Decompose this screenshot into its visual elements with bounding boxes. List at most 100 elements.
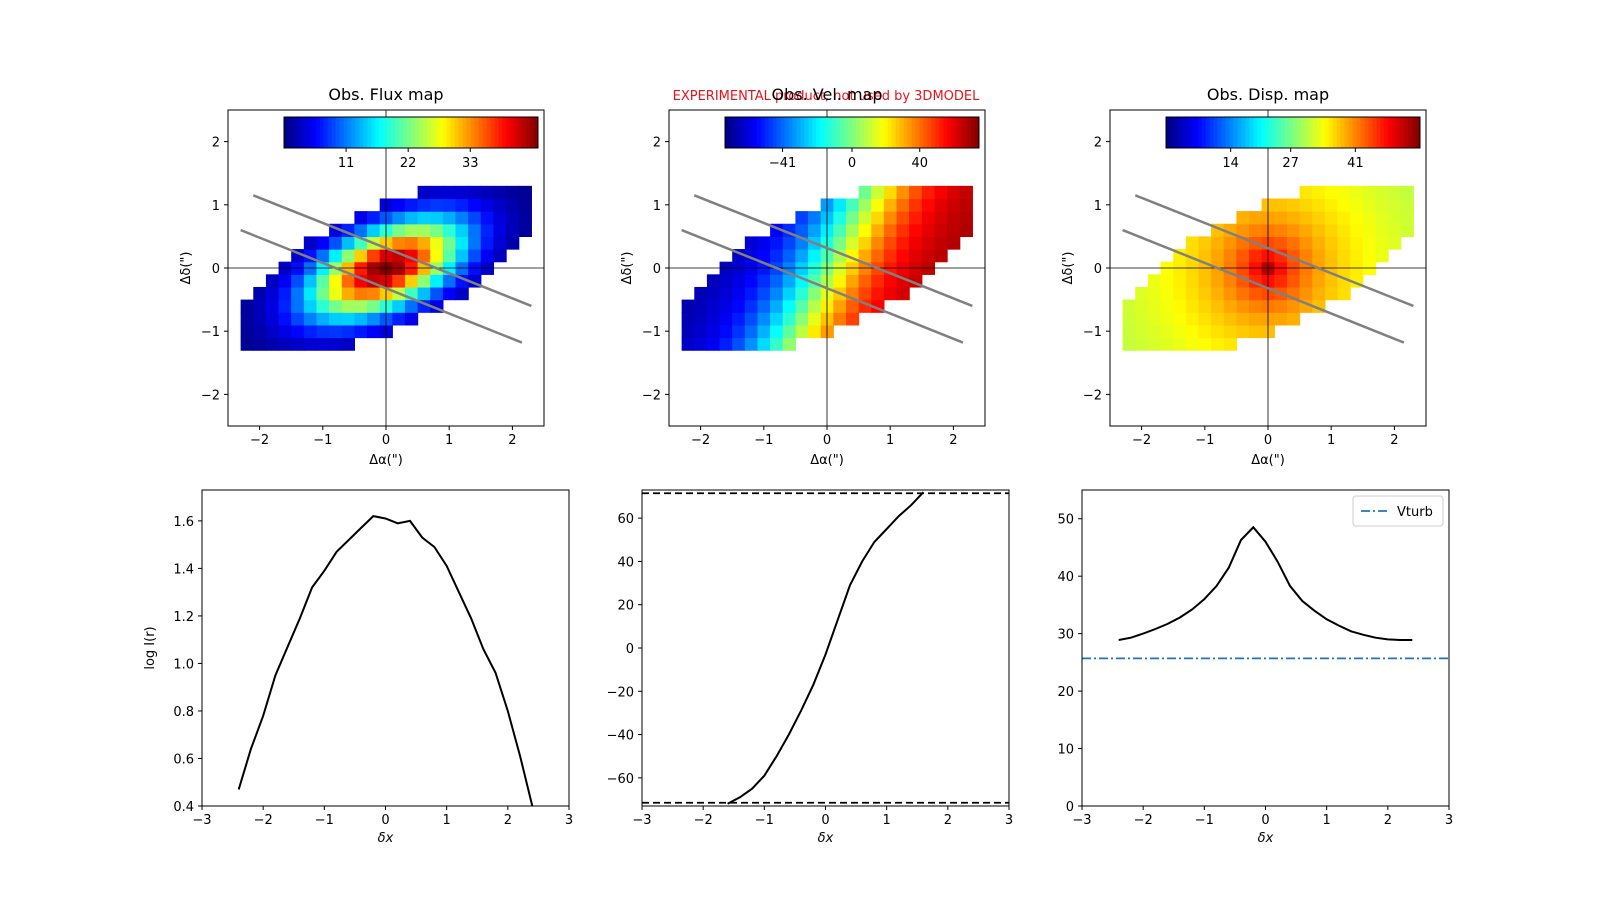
- disp-colorbar-segment: [1400, 117, 1405, 148]
- flux-map-cell: [278, 274, 292, 288]
- disp-map-cell: [1160, 274, 1174, 288]
- vel-colorbar-segment: [836, 117, 841, 148]
- disp-map-cell: [1362, 249, 1377, 263]
- flux-profile-xtick-label: −2: [254, 813, 273, 828]
- vel-colorbar-segment: [792, 117, 797, 148]
- flux-map-cell: [341, 249, 355, 263]
- vel-map-cell: [782, 299, 796, 313]
- vel-map-cell: [732, 274, 746, 288]
- flux-xtick-label: −2: [250, 433, 269, 448]
- disp-colorbar-segment: [1344, 117, 1350, 148]
- flux-map-cell: [518, 211, 532, 225]
- vel-map-cell: [858, 211, 872, 225]
- flux-colorbar-segment: [446, 117, 452, 148]
- flux-xtick-label: 1: [445, 433, 453, 448]
- disp-map-cell: [1160, 337, 1174, 351]
- disp-map-cell: [1236, 299, 1250, 313]
- disp-colorbar-segment: [1364, 117, 1369, 148]
- disp-map-cell: [1160, 286, 1174, 301]
- disp-map-cell: [1236, 223, 1250, 237]
- flux-colorbar-tick-label: 22: [400, 156, 417, 171]
- vel-map-cell: [833, 312, 847, 326]
- flux-map-cell: [253, 286, 267, 301]
- vel-map-cell: [706, 324, 721, 339]
- flux-map-cell: [367, 312, 381, 326]
- vel-colorbar-segment: [824, 117, 829, 148]
- flux-map-cell: [480, 223, 495, 237]
- disp-colorbar-segment: [1237, 117, 1242, 148]
- vel-colorbar-segment: [883, 117, 889, 148]
- vel-colorbar: [725, 117, 980, 148]
- disp-map-cell: [1135, 312, 1149, 326]
- disp-map-cell: [1173, 274, 1187, 288]
- flux-map-cell: [316, 337, 330, 351]
- flux-map-cell: [329, 249, 343, 263]
- flux-ytick-label: 2: [212, 136, 220, 151]
- vel-map-cell: [757, 312, 771, 326]
- vel-map-cell: [833, 299, 847, 313]
- flux-map-cell: [240, 299, 254, 313]
- disp-colorbar-segment: [1249, 117, 1254, 148]
- flux-map-cell: [404, 299, 419, 313]
- vel-map-cell: [719, 274, 733, 288]
- flux-colorbar-segment: [478, 117, 483, 148]
- flux-map-cell: [480, 185, 495, 200]
- vel-map-cell: [858, 286, 872, 301]
- flux-map-cell: [404, 211, 419, 225]
- flux-colorbar-segment: [407, 117, 412, 148]
- disp-colorbar: [1166, 117, 1421, 148]
- vel-map-cell: [947, 211, 961, 225]
- vel-colorbar-segment: [752, 117, 758, 148]
- flux-profile-xtick-label: 1: [443, 813, 451, 828]
- vel-colorbar-segment: [951, 117, 956, 148]
- vel-map-cell: [883, 236, 898, 250]
- vel-colorbar-segment: [725, 117, 730, 148]
- vel-colorbar-segment: [840, 117, 845, 148]
- disp-profile-frame: [1081, 489, 1450, 807]
- disp-xlabel: Δα("): [1251, 453, 1285, 468]
- flux-colorbar-segment: [383, 117, 388, 148]
- flux-map-cell: [291, 274, 305, 288]
- disp-map-cell: [1147, 274, 1162, 288]
- vel-xtick-label: 1: [886, 433, 894, 448]
- vel-map-cell: [909, 185, 923, 200]
- disp-colorbar-segment: [1412, 117, 1417, 148]
- vel-map-cell: [719, 324, 733, 339]
- flux-colorbar-frame: [283, 116, 539, 149]
- vel-map-cell: [770, 236, 784, 250]
- flux-map-cell: [468, 198, 482, 212]
- vel-colorbar-tick-label: 0: [848, 156, 856, 171]
- vel-map-cell: [845, 299, 860, 313]
- vel-map-cell: [719, 337, 733, 351]
- flux-map-cell: [430, 249, 444, 263]
- vel-map-cell: [732, 312, 746, 326]
- vel-map-cell: [795, 299, 809, 313]
- vel-map-cell: [921, 185, 936, 200]
- disp-map-cell: [1400, 223, 1414, 237]
- flux-map-cell: [430, 286, 444, 301]
- vel-map-cell: [795, 286, 809, 301]
- flux-profile-xlabel: δx: [378, 831, 394, 846]
- flux-map-cell: [253, 324, 267, 339]
- flux-map-cell: [291, 299, 305, 313]
- disp-map-cell: [1324, 185, 1339, 200]
- flux-map-cell: [291, 337, 305, 351]
- vel-map-cell: [795, 211, 809, 225]
- vel-profile-ytick-label: 20: [617, 599, 634, 614]
- disp-map-cell: [1198, 249, 1212, 263]
- flux-colorbar-segment: [490, 117, 495, 148]
- vel-ytick-label: 1: [653, 199, 661, 214]
- vel-map-cell: [833, 211, 847, 225]
- vel-profile-xlabel: δx: [818, 831, 834, 846]
- vel-xtick-label: −2: [691, 433, 710, 448]
- disp-ytick-label: −1: [1083, 325, 1102, 340]
- disp-colorbar-segment: [1245, 117, 1250, 148]
- vel-map-cell: [681, 299, 695, 313]
- flux-map-cell: [278, 312, 292, 326]
- flux-map-cell: [240, 337, 254, 351]
- flux-slit-line: [240, 228, 523, 344]
- vel-map-cell: [694, 299, 708, 313]
- vel-map-cell: [947, 185, 961, 200]
- vel-map-cell: [681, 337, 695, 351]
- vel-profile-frame: [641, 489, 1010, 807]
